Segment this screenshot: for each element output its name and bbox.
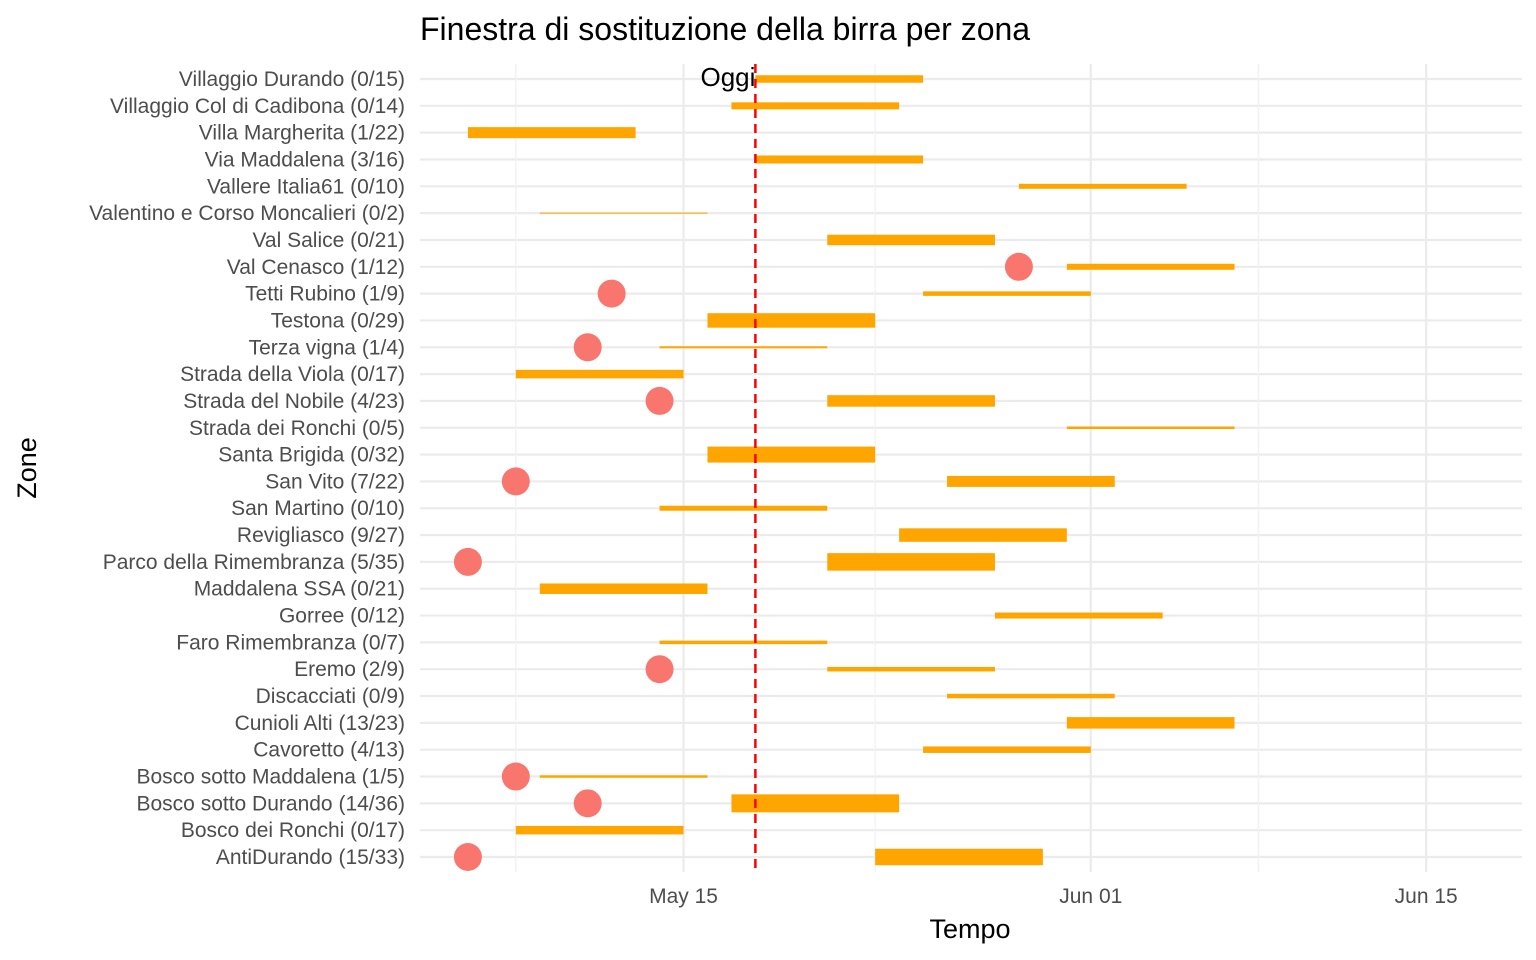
y-tick-label: Strada dei Ronchi (0/5) bbox=[189, 417, 405, 440]
window-bar bbox=[515, 825, 684, 835]
done-point bbox=[573, 789, 602, 818]
y-tick-label: Faro Rimembranza (0/7) bbox=[176, 631, 405, 654]
window-bar bbox=[899, 528, 1067, 542]
y-tick-label: Valentino e Corso Moncalieri (0/2) bbox=[89, 202, 405, 225]
x-axis-title: Tempo bbox=[929, 914, 1010, 944]
y-tick-label: Bosco sotto Maddalena (1/5) bbox=[137, 766, 406, 789]
window-bar bbox=[1018, 183, 1187, 189]
bars-layer bbox=[467, 75, 1235, 866]
y-tick-labels: Villaggio Durando (0/15) Villaggio Col di… bbox=[89, 68, 405, 869]
y-tick-label: Villaggio Durando (0/15) bbox=[179, 68, 405, 91]
done-point bbox=[573, 333, 602, 362]
window-bar bbox=[1066, 263, 1235, 270]
done-point bbox=[453, 843, 482, 871]
today-layer: Oggi bbox=[700, 62, 757, 872]
x-tick-labels: May 15 Jun 01 Jun 15 bbox=[649, 885, 1458, 908]
window-bar bbox=[467, 127, 636, 139]
window-bar bbox=[731, 102, 900, 110]
y-tick-label: Bosco dei Ronchi (0/17) bbox=[181, 819, 405, 842]
y-tick-label: Strada della Viola (0/17) bbox=[180, 363, 405, 386]
y-tick-label: Val Cenasco (1/12) bbox=[227, 256, 405, 279]
y-tick-label: Vallere Italia61 (0/10) bbox=[207, 175, 405, 198]
y-tick-label: Bosco sotto Durando (14/36) bbox=[137, 792, 406, 815]
x-tick-label: May 15 bbox=[649, 885, 718, 908]
y-tick-label: Terza vigna (1/4) bbox=[249, 336, 405, 359]
window-bar bbox=[755, 155, 924, 164]
y-tick-label: Santa Brigida (0/32) bbox=[218, 444, 405, 467]
window-bar bbox=[923, 291, 1091, 296]
window-bar bbox=[947, 693, 1115, 699]
done-point bbox=[645, 655, 674, 684]
window-bar bbox=[539, 583, 708, 594]
window-bar bbox=[539, 775, 708, 778]
window-bar bbox=[875, 848, 1043, 866]
done-point bbox=[645, 386, 674, 415]
points-layer bbox=[453, 252, 1033, 871]
y-tick-label: Maddalena SSA (0/21) bbox=[194, 578, 405, 601]
window-bar bbox=[731, 794, 900, 813]
x-tick-label: Jun 15 bbox=[1395, 885, 1458, 908]
y-tick-label: AntiDurando (15/33) bbox=[216, 846, 405, 869]
window-bar bbox=[707, 446, 876, 463]
today-label: Oggi bbox=[700, 62, 755, 92]
window-bar bbox=[539, 212, 708, 214]
y-tick-label: Villa Margherita (1/22) bbox=[199, 122, 405, 145]
window-bar bbox=[659, 505, 828, 511]
y-tick-label: Strada del Nobile (4/23) bbox=[183, 390, 405, 413]
window-bar bbox=[827, 553, 995, 571]
window-bar bbox=[755, 75, 924, 83]
window-bar bbox=[923, 746, 1091, 753]
y-tick-label: Via Maddalena (3/16) bbox=[205, 148, 405, 171]
window-bar bbox=[659, 640, 828, 645]
y-tick-label: Cavoretto (4/13) bbox=[253, 739, 405, 762]
x-tick-label: Jun 01 bbox=[1059, 885, 1122, 908]
y-tick-label: Val Salice (0/21) bbox=[252, 229, 405, 252]
y-tick-label: Discacciati (0/9) bbox=[256, 685, 405, 708]
y-tick-label: Parco della Rimembranza (5/35) bbox=[103, 551, 405, 574]
window-bar bbox=[515, 369, 684, 379]
done-point bbox=[501, 467, 530, 496]
y-tick-label: Revigliasco (9/27) bbox=[237, 524, 405, 547]
done-point bbox=[1004, 252, 1033, 281]
y-tick-label: Cunioli Alti (13/23) bbox=[235, 712, 405, 735]
y-axis-title: Zone bbox=[12, 437, 42, 499]
y-tick-label: Eremo (2/9) bbox=[294, 658, 405, 681]
y-tick-label: San Vito (7/22) bbox=[265, 470, 405, 493]
window-bar bbox=[994, 612, 1163, 619]
y-tick-label: Tetti Rubino (1/9) bbox=[245, 283, 405, 306]
y-tick-label: Gorree (0/12) bbox=[279, 605, 405, 628]
window-bar bbox=[1066, 717, 1235, 729]
y-tick-label: San Martino (0/10) bbox=[231, 497, 405, 520]
window-bar bbox=[947, 475, 1115, 487]
chart-title: Finestra di sostituzione della birra per… bbox=[420, 11, 1030, 47]
y-tick-label: Villaggio Col di Cadibona (0/14) bbox=[110, 95, 405, 118]
window-bar bbox=[707, 313, 876, 328]
window-bar bbox=[827, 234, 995, 246]
window-bar bbox=[1066, 426, 1235, 430]
window-bar bbox=[827, 666, 995, 672]
y-tick-label: Testona (0/29) bbox=[271, 309, 405, 332]
window-bar bbox=[827, 395, 995, 407]
done-point bbox=[453, 547, 482, 576]
done-point bbox=[597, 279, 626, 308]
done-point bbox=[501, 762, 530, 791]
window-bar bbox=[659, 346, 828, 349]
